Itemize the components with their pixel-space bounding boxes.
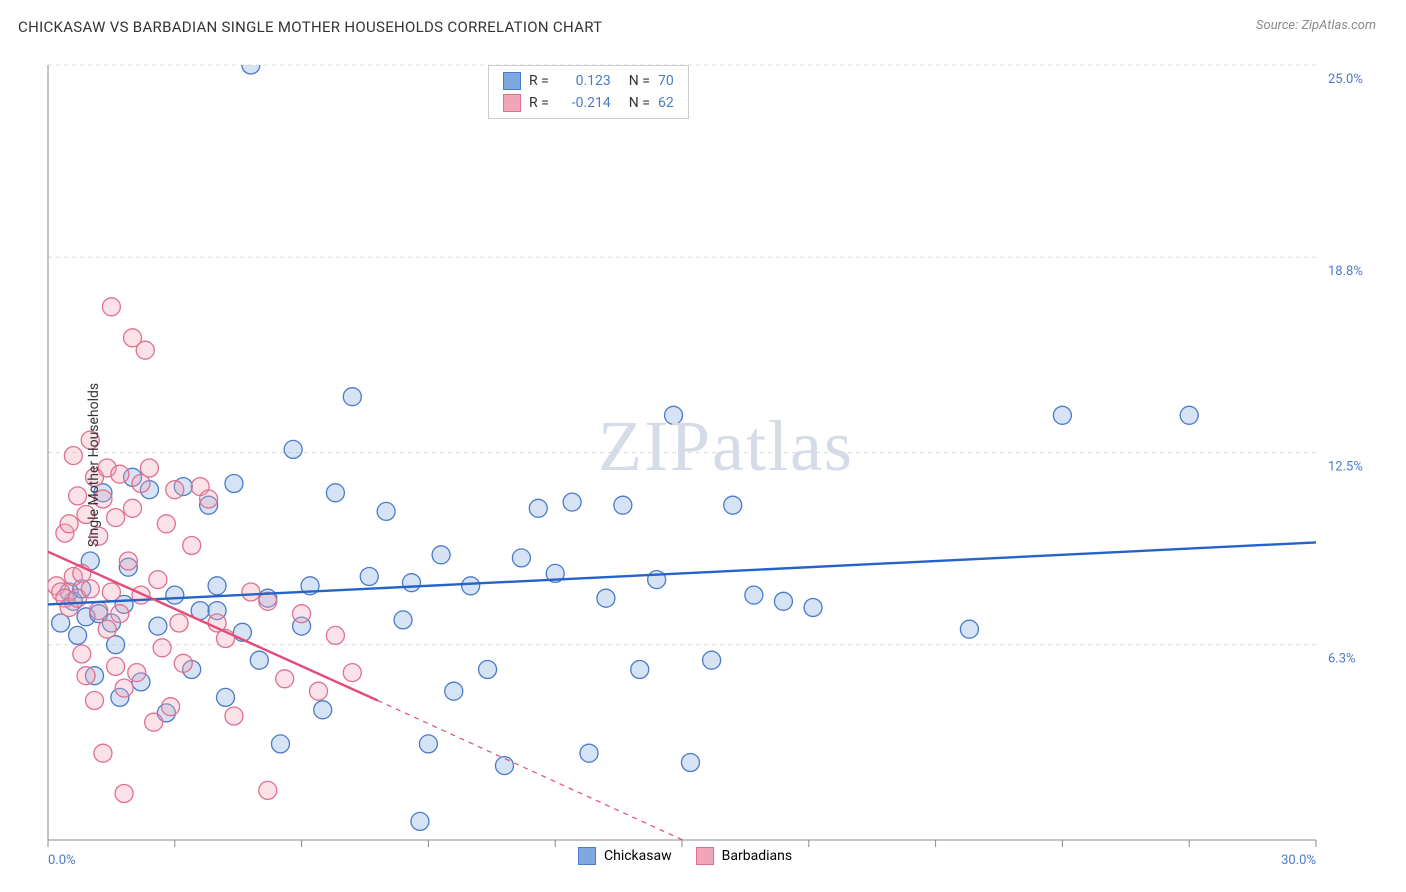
correlation-stats-box: R = 0.123 N = 70 R = -0.214 N = 62 (488, 65, 689, 119)
svg-text:25.0%: 25.0% (1328, 72, 1363, 87)
legend-item: Chickasaw (578, 847, 672, 865)
legend-item: Barbadians (696, 847, 792, 865)
series-swatch (578, 847, 596, 865)
source-attribution: Source: ZipAtlas.com (1256, 18, 1376, 33)
chart-title: CHICKASAW VS BARBADIAN SINGLE MOTHER HOU… (18, 18, 602, 36)
n-value: 62 (658, 95, 674, 111)
chart-container: Single Mother Households 6.3% 12.5% 18.8% 2… (18, 55, 1388, 875)
series-legend: Chickasaw Barbadians (578, 847, 792, 865)
svg-text:12.5%: 12.5% (1328, 460, 1363, 475)
y-axis-label: Single Mother Households (86, 383, 102, 547)
svg-text:0.0%: 0.0% (48, 853, 76, 868)
r-label: R = (529, 73, 549, 89)
stats-row: R = -0.214 N = 62 (503, 94, 674, 112)
svg-text:30.0%: 30.0% (1281, 853, 1316, 868)
r-value: -0.214 (557, 95, 611, 111)
series-swatch (696, 847, 714, 865)
series-swatch (503, 94, 521, 112)
r-label: R = (529, 95, 549, 111)
stats-row: R = 0.123 N = 70 (503, 72, 674, 90)
n-label: N = (629, 95, 650, 111)
n-label: N = (629, 73, 650, 89)
source-prefix: Source: (1256, 18, 1301, 33)
legend-label: Chickasaw (604, 848, 672, 864)
svg-text:6.3%: 6.3% (1328, 652, 1356, 667)
n-value: 70 (658, 73, 674, 89)
legend-label: Barbadians (722, 848, 792, 864)
series-swatch (503, 72, 521, 90)
scatter-chart: 6.3% 12.5% 18.8% 25.0% 0.0% 30.0% (18, 55, 1388, 875)
r-value: 0.123 (557, 73, 611, 89)
source-name: ZipAtlas.com (1301, 18, 1376, 33)
svg-text:18.8%: 18.8% (1328, 264, 1363, 279)
